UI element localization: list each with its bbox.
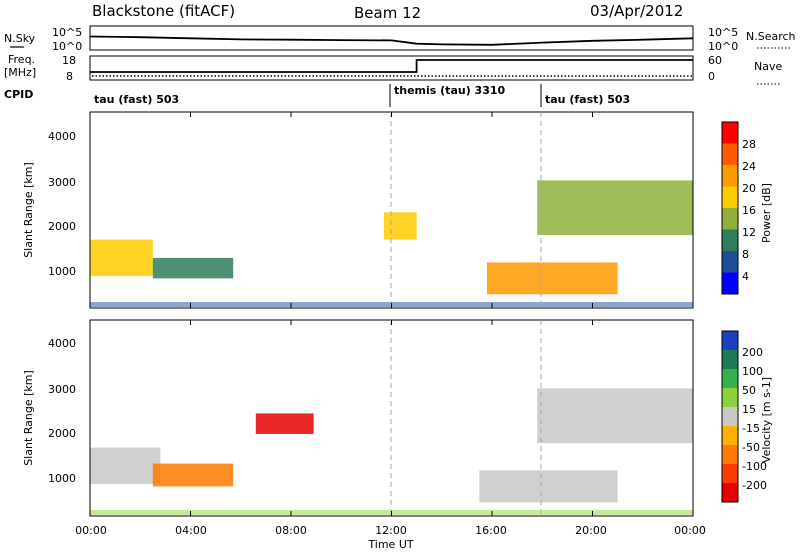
header-beam: Beam 12 bbox=[354, 4, 421, 22]
vel-cb-tick-200: 200 bbox=[742, 346, 763, 359]
freq-left-tick-bottom: 8 bbox=[66, 70, 73, 83]
power-ylabel: Slant Range [km] bbox=[22, 162, 35, 258]
colorbar-swatch bbox=[722, 369, 738, 389]
power-cb-tick-16: 16 bbox=[742, 204, 756, 217]
power-cb-tick-8: 8 bbox=[742, 248, 749, 261]
freq-left-label-2: [MHz] bbox=[4, 66, 36, 79]
colorbar-swatch bbox=[722, 464, 738, 484]
noise-left-tick-top: 10^5 bbox=[52, 26, 82, 39]
header-radar: Blackstone (fitACF) bbox=[92, 2, 235, 20]
noise-right-tick-bottom: 10^0 bbox=[708, 40, 738, 53]
power-cb-tick-28: 28 bbox=[742, 138, 756, 151]
scatter-region bbox=[487, 262, 618, 295]
power-heatmap bbox=[90, 180, 693, 307]
colorbar-swatch bbox=[722, 229, 738, 252]
colorbar-swatch bbox=[722, 350, 738, 370]
power-ytick-3000: 3000 bbox=[48, 176, 76, 189]
colorbar-swatch bbox=[722, 407, 738, 427]
x-tick-5: 20:00 bbox=[575, 524, 607, 537]
velocity-ytick-4000: 4000 bbox=[48, 337, 76, 350]
colorbar-swatch bbox=[722, 165, 738, 187]
colorbar-swatch bbox=[722, 331, 738, 351]
noise-sky-line bbox=[89, 35, 694, 46]
power-cb-tick-24: 24 bbox=[742, 160, 756, 173]
scatter-region bbox=[537, 388, 693, 444]
colorbar-frame bbox=[721, 121, 739, 295]
vel-cb-tick-100: 100 bbox=[742, 365, 763, 378]
power-colorbar bbox=[721, 121, 739, 295]
vel-cb-tick-m15: -15 bbox=[742, 422, 760, 435]
x-tick-6: 00:00 bbox=[674, 524, 706, 537]
freq-panel-frame bbox=[89, 55, 694, 81]
vel-cb-tick-m200: -200 bbox=[742, 479, 767, 492]
noise-right-tick-top: 10^5 bbox=[708, 26, 738, 39]
colorbar-swatch bbox=[722, 208, 738, 230]
power-ytick-4000: 4000 bbox=[48, 130, 76, 143]
vel-cb-tick-15: 15 bbox=[742, 403, 756, 416]
x-axis-label: Time UT bbox=[367, 538, 413, 551]
power-cb-tick-12: 12 bbox=[742, 226, 756, 239]
colorbar-swatch bbox=[722, 272, 738, 295]
scatter-region bbox=[255, 413, 314, 434]
power-cb-label: Power [dB] bbox=[760, 183, 773, 243]
x-tick-4: 16:00 bbox=[475, 524, 507, 537]
colorbar-swatch bbox=[722, 388, 738, 408]
vel-cb-tick-50: 50 bbox=[742, 384, 756, 397]
power-cb-tick-4: 4 bbox=[742, 270, 749, 283]
noise-left-tick-bottom: 10^0 bbox=[52, 40, 82, 53]
vel-cb-label: Velocity [m s-1] bbox=[760, 377, 773, 463]
velocity-ytick-2000: 2000 bbox=[48, 427, 76, 440]
power-ytick-2000: 2000 bbox=[48, 220, 76, 233]
scatter-region bbox=[384, 212, 417, 240]
velocity-xtick-marks bbox=[89, 320, 694, 516]
noise-right-label: N.Search bbox=[746, 30, 796, 43]
power-ytick-1000: 1000 bbox=[48, 265, 76, 278]
freq-right-tick-bottom: 0 bbox=[708, 70, 715, 83]
cpid-segment-1: tau (fast) 503 bbox=[94, 93, 179, 106]
colorbar-swatch bbox=[722, 143, 738, 166]
cpid-segment-2: themis (tau) 3310 bbox=[394, 84, 506, 97]
noise-panel-frame bbox=[89, 25, 694, 51]
vel-cb-tick-m50: -50 bbox=[742, 441, 760, 454]
velocity-colorbar bbox=[721, 330, 739, 503]
scatter-region bbox=[90, 239, 153, 277]
freq-left-label-1: Freq. bbox=[8, 53, 35, 66]
x-tick-1: 04:00 bbox=[175, 524, 207, 537]
freq-left-tick-top: 18 bbox=[62, 54, 76, 67]
colorbar-swatch bbox=[722, 426, 738, 446]
scatter-region bbox=[90, 447, 161, 485]
colorbar-frame bbox=[721, 330, 739, 503]
scatter-region bbox=[479, 470, 618, 503]
colorbar-swatch bbox=[722, 445, 738, 465]
scatter-region bbox=[537, 180, 693, 236]
cpid-segment-3: tau (fast) 503 bbox=[545, 93, 630, 106]
colorbar-swatch bbox=[722, 186, 738, 209]
x-tick-2: 08:00 bbox=[275, 524, 307, 537]
scatter-region bbox=[152, 257, 234, 279]
colorbar-swatch bbox=[722, 122, 738, 144]
freq-right-tick-top: 60 bbox=[708, 54, 722, 67]
velocity-ytick-1000: 1000 bbox=[48, 472, 76, 485]
power-cb-tick-20: 20 bbox=[742, 182, 756, 195]
freq-line bbox=[90, 59, 693, 73]
velocity-ytick-3000: 3000 bbox=[48, 383, 76, 396]
power-xtick-marks bbox=[89, 112, 694, 308]
x-tick-0: 00:00 bbox=[75, 524, 107, 537]
vel-cb-tick-m100: -100 bbox=[742, 460, 767, 473]
velocity-ylabel: Slant Range [km] bbox=[22, 370, 35, 466]
velocity-heatmap bbox=[90, 388, 693, 515]
freq-right-label: Nave bbox=[754, 60, 782, 73]
noise-left-label: N.Sky bbox=[4, 32, 36, 45]
cpid-label: CPID bbox=[4, 88, 33, 101]
colorbar-swatch bbox=[722, 251, 738, 273]
x-tick-3: 12:00 bbox=[375, 524, 407, 537]
scatter-region bbox=[152, 463, 234, 487]
colorbar-swatch bbox=[722, 483, 738, 503]
header-date: 03/Apr/2012 bbox=[590, 2, 683, 20]
